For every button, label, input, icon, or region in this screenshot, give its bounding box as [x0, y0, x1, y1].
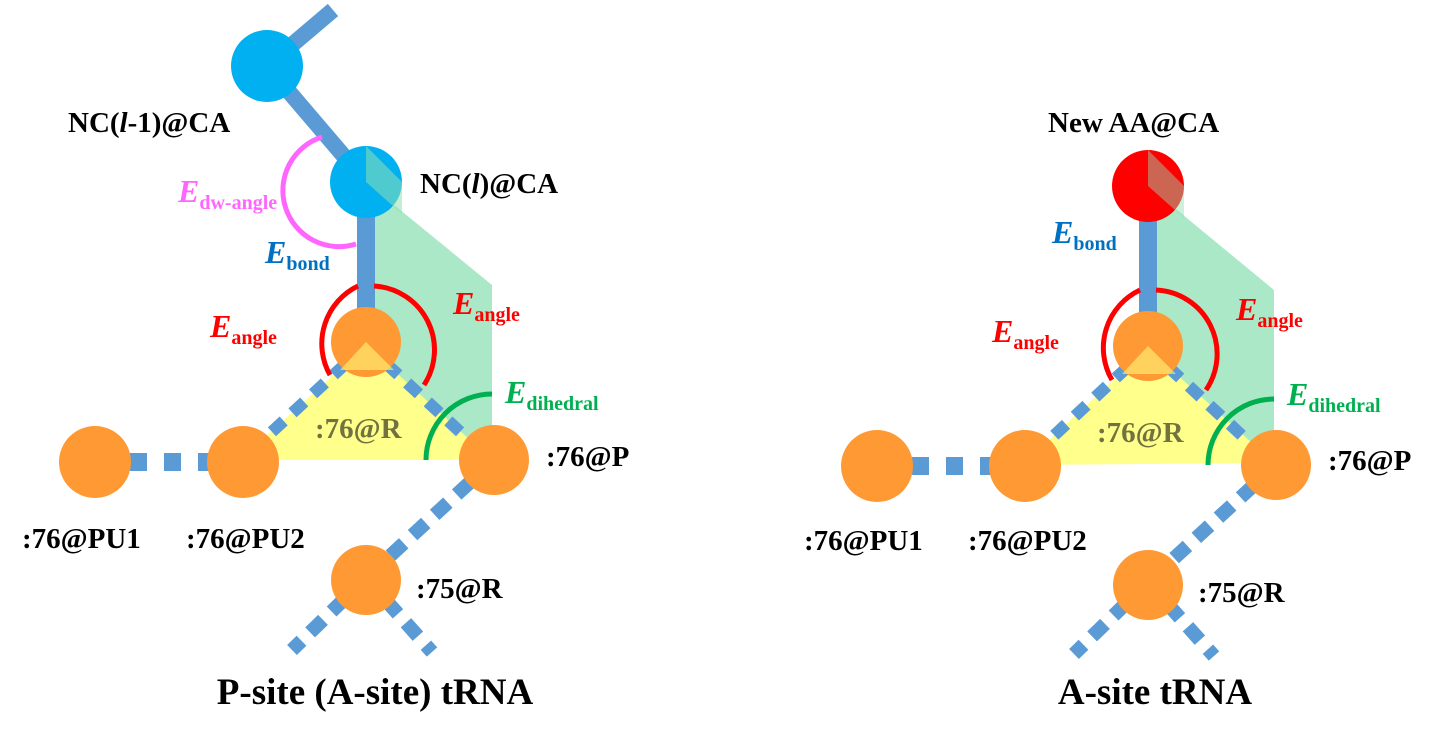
energy-bond-label: Ebond	[1051, 214, 1117, 255]
right-panel-title: A-site tRNA	[1058, 672, 1252, 713]
label-r76: :76@R	[1097, 417, 1185, 449]
label-pu2: :76@PU2	[968, 525, 1087, 557]
left-panel: NC(l-1)@CA NC(l)@CA :76@R :76@P :76@PU1 …	[22, 3, 629, 713]
energy-angle-left-label: Eangle	[991, 313, 1059, 354]
energy-symbol: E	[1235, 291, 1257, 327]
atom-new-aa	[1112, 150, 1184, 222]
energy-symbol: E	[264, 234, 286, 270]
label-r75: :75@R	[416, 573, 504, 605]
energy-dihedral-label: Edihedral	[504, 374, 599, 415]
atom-r75	[1113, 550, 1183, 620]
energy-symbol: E	[209, 308, 231, 344]
left-panel-title: P-site (A-site) tRNA	[217, 672, 534, 713]
atom-pu2	[989, 430, 1061, 502]
label-pu2: :76@PU2	[186, 523, 305, 555]
atom-r75	[331, 545, 401, 615]
atom-p76	[459, 425, 529, 495]
energy-angle-right-label: Eangle	[452, 285, 520, 326]
label-nc-cur: NC(l)@CA	[420, 168, 558, 200]
energy-subscript: dw-angle	[199, 192, 277, 214]
energy-angle-right-label: Eangle	[1235, 291, 1303, 332]
energy-subscript: dihedral	[1308, 395, 1381, 417]
energy-symbol: E	[177, 173, 199, 209]
energy-angle-left-label: Eangle	[209, 308, 277, 349]
energy-bond-label: Ebond	[264, 234, 330, 275]
label-pu1: :76@PU1	[804, 525, 923, 557]
atom-pu1	[841, 430, 913, 502]
energy-dw-angle-label: Edw-angle	[177, 173, 277, 214]
energy-dihedral-label: Edihedral	[1286, 376, 1381, 417]
energy-subscript: angle	[1013, 332, 1059, 354]
angle-plane	[240, 345, 492, 460]
energy-symbol: E	[1286, 376, 1308, 412]
label-p76: :76@P	[546, 441, 629, 473]
label-new-aa: New AA@CA	[1048, 107, 1219, 139]
energy-subscript: angle	[1257, 310, 1303, 332]
angle-plane-overlay	[1122, 346, 1176, 374]
energy-symbol: E	[504, 374, 526, 410]
dihedral-plane-overlay	[1148, 150, 1184, 218]
atom-p76	[1241, 430, 1311, 500]
label-r75: :75@R	[1198, 577, 1286, 609]
energy-subscript: angle	[474, 304, 520, 326]
label-nc-prev: NC(l-1)@CA	[68, 107, 230, 139]
angle-plane	[1022, 348, 1274, 465]
atom-nc-prev	[231, 30, 303, 102]
energy-subscript: bond	[1073, 233, 1116, 255]
energy-symbol: E	[991, 313, 1013, 349]
dihedral-arc	[1205, 396, 1275, 466]
energy-subscript: bond	[286, 253, 329, 275]
dihedral-plane-overlay	[366, 146, 402, 214]
atom-pu1	[59, 426, 131, 498]
angle-arc	[1100, 287, 1220, 392]
label-pu1: :76@PU1	[22, 523, 141, 555]
dihedral-arc	[423, 391, 493, 461]
label-r76: :76@R	[315, 413, 403, 445]
right-panel: New AA@CA :76@R :76@P :76@PU1 :76@PU2 :7…	[804, 107, 1411, 713]
energy-subscript: angle	[231, 327, 277, 349]
angle-plane-overlay	[340, 342, 394, 370]
energy-subscript: dihedral	[526, 393, 599, 415]
dw-angle-arc	[280, 134, 357, 250]
angle-arc	[319, 283, 437, 387]
atom-pu2	[207, 426, 279, 498]
energy-symbol: E	[452, 285, 474, 321]
label-p76: :76@P	[1328, 445, 1411, 477]
energy-symbol: E	[1051, 214, 1073, 250]
